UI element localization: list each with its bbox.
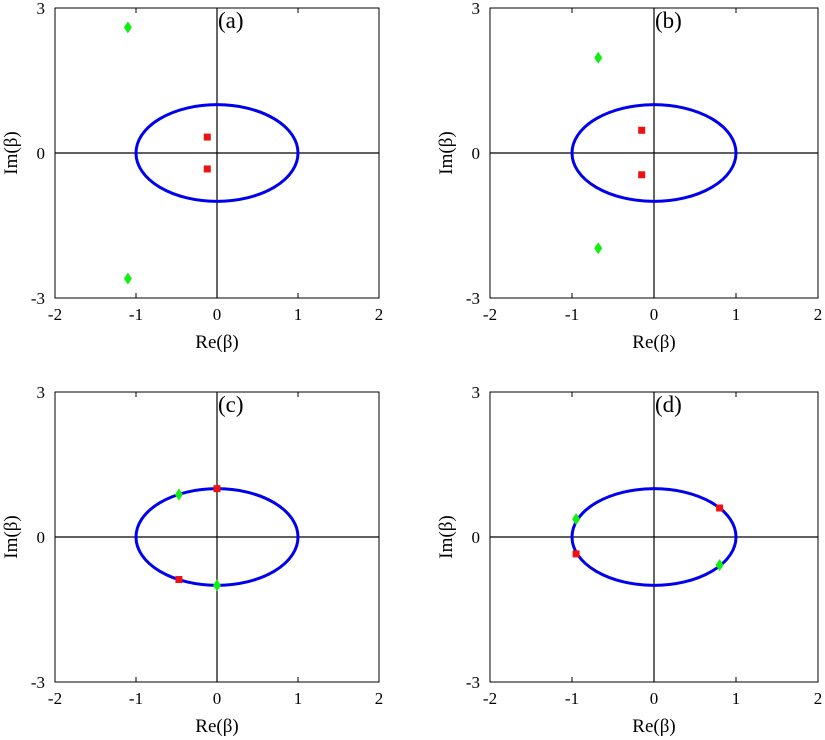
panel-c: -2 -1 0 1 2 3 0 -3 Re(β) Im(β) (c)	[1, 383, 383, 737]
data-point-square	[716, 504, 724, 512]
x-tick-label: -2	[483, 305, 497, 324]
data-point-square	[203, 133, 211, 141]
panel-label: (d)	[655, 392, 682, 417]
data-point-diamond	[213, 579, 221, 592]
x-axis-label: Re(β)	[632, 332, 675, 353]
panel-label: (a)	[218, 8, 244, 33]
x-tick-label: -2	[483, 689, 497, 708]
y-axis-label: Im(β)	[1, 515, 22, 558]
x-tick-label: -1	[129, 689, 143, 708]
y-tick-label: 0	[37, 144, 46, 163]
data-point-square	[203, 165, 211, 173]
panel-a: -2 -1 0 1 2 3 0 -3 Re(β) Im(β) (a)	[1, 0, 383, 353]
x-axis-label: Re(β)	[195, 716, 238, 737]
data-point-square	[572, 550, 580, 558]
panel-label: (b)	[655, 8, 682, 33]
data-point-square	[638, 171, 646, 179]
x-tick-label: 1	[732, 689, 741, 708]
data-point-square	[638, 126, 646, 134]
x-tick-label: 2	[375, 689, 384, 708]
data-point-diamond	[123, 21, 132, 34]
x-tick-label: 2	[814, 689, 823, 708]
x-tick-label: 2	[375, 305, 384, 324]
data-point-diamond	[174, 488, 183, 501]
x-tick-label: -1	[565, 305, 579, 324]
unit-circle	[570, 103, 738, 203]
unit-circle	[570, 487, 738, 587]
data-point-square	[175, 576, 183, 584]
x-tick-label: 0	[650, 689, 659, 708]
y-tick-label: -3	[466, 673, 480, 692]
y-tick-label: 0	[472, 528, 481, 547]
data-point-diamond	[594, 242, 603, 255]
x-tick-label: 2	[814, 305, 823, 324]
y-tick-label: 3	[37, 383, 46, 402]
unit-circle	[134, 103, 300, 203]
x-tick-label: -1	[565, 689, 579, 708]
x-tick-label: -2	[48, 305, 62, 324]
y-tick-label: 0	[37, 528, 46, 547]
x-axis-label: Re(β)	[195, 332, 238, 353]
y-axis-label: Im(β)	[1, 131, 22, 174]
data-point-diamond	[715, 559, 724, 572]
x-tick-label: -2	[48, 689, 62, 708]
data-point-square	[213, 485, 221, 493]
y-tick-label: -3	[466, 289, 480, 308]
y-axis-label: Im(β)	[436, 515, 457, 558]
panel-b: -2 -1 0 1 2 3 0 -3 Re(β) Im(β) (b)	[436, 0, 822, 353]
y-tick-label: 3	[472, 383, 481, 402]
x-axis-label: Re(β)	[632, 716, 675, 737]
x-tick-label: -1	[129, 305, 143, 324]
x-tick-label: 1	[294, 305, 303, 324]
x-tick-label: 1	[732, 305, 741, 324]
x-tick-label: 0	[213, 689, 222, 708]
y-tick-label: -3	[31, 289, 45, 308]
data-point-diamond	[572, 513, 581, 526]
y-tick-label: 3	[472, 0, 481, 18]
x-tick-label: 1	[294, 689, 303, 708]
panel-label: (c)	[218, 392, 244, 417]
data-point-diamond	[123, 272, 132, 285]
y-axis-label: Im(β)	[436, 131, 457, 174]
panel-d: -2 -1 0 1 2 3 0 -3 Re(β) Im(β) (d)	[436, 383, 822, 737]
y-tick-label: 3	[37, 0, 46, 18]
y-tick-label: 0	[472, 144, 481, 163]
x-tick-label: 0	[213, 305, 222, 324]
y-tick-label: -3	[31, 673, 45, 692]
data-point-diamond	[594, 51, 603, 64]
x-tick-label: 0	[650, 305, 659, 324]
